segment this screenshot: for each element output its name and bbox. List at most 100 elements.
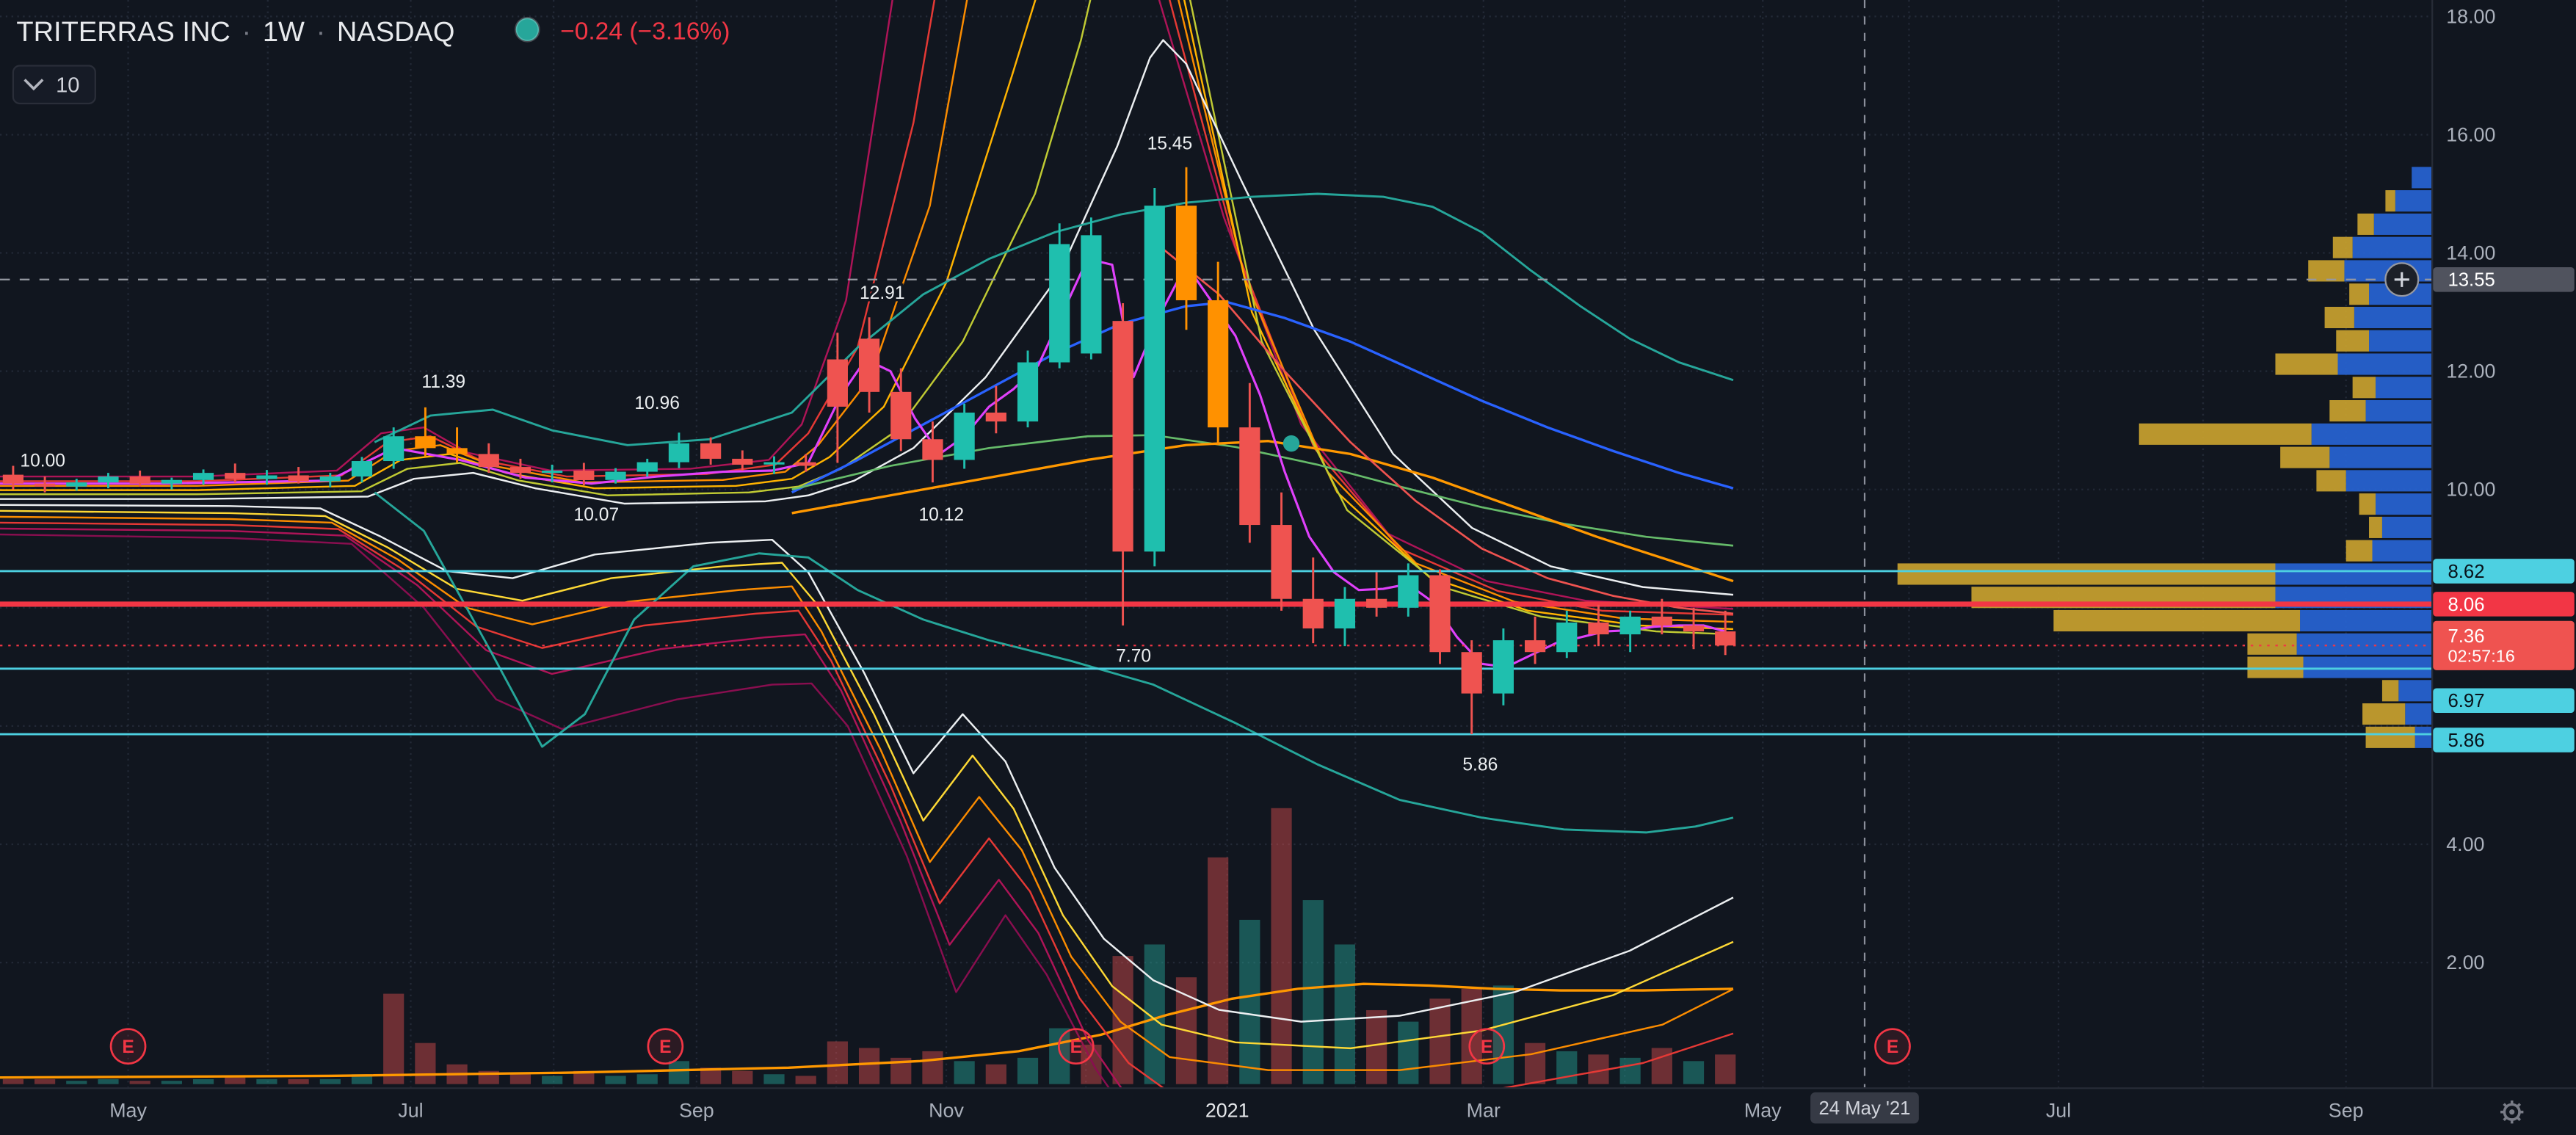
volume-profile-bar-gold xyxy=(2329,400,2366,422)
candle-body xyxy=(2,474,24,484)
volume-profile-bar-blue xyxy=(2405,703,2432,725)
market-status-dot[interactable] xyxy=(515,16,540,43)
crosshair-time-badge: 24 May '21 xyxy=(1810,1092,1919,1124)
volume-bar xyxy=(192,1078,214,1084)
volume-profile-bar-blue xyxy=(2381,516,2432,538)
time-axis[interactable]: May Jul Sep Nov 2021 Mar May Jul Sep 24 May '21 xyxy=(0,1087,2576,1135)
candle-body xyxy=(763,462,785,465)
volume-bar xyxy=(1492,985,1514,1084)
candle-body xyxy=(1556,622,1578,653)
earnings-letter: E xyxy=(1887,1037,1898,1057)
ma-ribbon-line xyxy=(0,515,1734,1071)
candle-body xyxy=(732,458,753,465)
pivot-price-label: 10.07 xyxy=(574,505,620,525)
volume-bar xyxy=(700,1067,722,1084)
earnings-marker[interactable]: E xyxy=(109,1028,147,1065)
volume-profile-bar-blue xyxy=(2352,236,2432,258)
earnings-marker[interactable]: E xyxy=(1874,1028,1911,1065)
gear-hub xyxy=(2509,1109,2515,1115)
volume-profile-bar-blue xyxy=(2354,306,2432,329)
volume-bar xyxy=(1683,1061,1705,1084)
volume-profile-bar-blue xyxy=(2345,470,2432,492)
overlay-ma-line xyxy=(791,440,1734,583)
candle-body xyxy=(954,413,975,460)
price-axis-badge: 5.86 xyxy=(2433,728,2575,753)
candle-body xyxy=(383,436,404,462)
earnings-circle xyxy=(1874,1028,1911,1065)
time-tick-label: Sep xyxy=(679,1099,714,1121)
ma-ribbon-line xyxy=(0,504,1734,1023)
ma-ribbon-indicator xyxy=(0,0,1734,1088)
candle-body xyxy=(1271,525,1292,599)
candle-body xyxy=(34,483,56,487)
candle-body xyxy=(129,476,150,484)
badge-price-label: 13.55 xyxy=(2448,270,2495,291)
volume-profile-bar-gold xyxy=(2357,213,2374,235)
badge-bg xyxy=(2433,592,2575,617)
volume-bar xyxy=(668,1061,690,1084)
candle-body xyxy=(1366,598,1387,608)
candle-body xyxy=(1524,640,1546,653)
earnings-marker[interactable]: E xyxy=(647,1028,684,1065)
pivot-price-label: 7.70 xyxy=(1116,647,1151,667)
candle-body xyxy=(1461,652,1482,694)
volume-bar xyxy=(66,1081,87,1084)
pivot-price-label: 10.00 xyxy=(20,451,65,471)
candle-body xyxy=(1017,362,1039,422)
ma-ribbon-line xyxy=(0,0,1734,636)
volume-bar xyxy=(1524,1042,1546,1084)
volume-ma-line xyxy=(0,982,1733,1079)
volume-bar xyxy=(1049,1028,1070,1084)
volume-bar xyxy=(509,1074,531,1084)
price-tick-label: 14.00 xyxy=(2446,242,2495,264)
volume-profile-bar-gold xyxy=(2349,283,2370,305)
chart-legend-title: TRITERRAS INC · 1W · NASDAQ xyxy=(16,17,454,48)
volume-bar xyxy=(1366,1009,1387,1084)
earnings-marker[interactable]: E xyxy=(1057,1028,1095,1065)
earnings-marker[interactable]: E xyxy=(1468,1028,1506,1065)
volume-bar xyxy=(1556,1051,1578,1084)
volume-profile-bar-gold xyxy=(2385,190,2395,212)
candle-body xyxy=(66,482,87,487)
exchange-name[interactable]: NASDAQ xyxy=(337,17,455,48)
volume-bar xyxy=(1271,808,1292,1084)
volume-profile-bar-blue xyxy=(2329,446,2432,468)
indicators-collapsed-button[interactable]: 10 xyxy=(12,65,96,105)
volume-bar xyxy=(225,1077,246,1084)
settings-gear-icon[interactable] xyxy=(2500,1100,2524,1124)
volume-bar xyxy=(1208,857,1229,1084)
volume-bar xyxy=(922,1051,943,1084)
badge-price-label: 5.86 xyxy=(2448,730,2484,751)
candle-body xyxy=(256,475,277,479)
volume-bar xyxy=(288,1078,309,1084)
pivot-price-label: 10.12 xyxy=(919,505,965,525)
volume-profile-bar-blue xyxy=(2372,540,2432,562)
interval-value[interactable]: 1W xyxy=(263,17,305,48)
symbol-name[interactable]: TRITERRAS INC xyxy=(16,17,231,48)
drawing-dot[interactable] xyxy=(1282,435,1300,452)
volume-bar xyxy=(827,1041,848,1084)
badge-bg xyxy=(2433,267,2575,292)
time-axis-bg[interactable] xyxy=(0,1088,2576,1135)
price-tick-label: 10.00 xyxy=(2446,479,2495,501)
chart-header: TRITERRAS INC · 1W · NASDAQ −0.24 (−3.16%) 1… xyxy=(12,16,730,105)
gear-tooth xyxy=(2503,1103,2508,1108)
price-tick-label: 16.00 xyxy=(2446,123,2495,145)
price-axis-badge: 8.62 xyxy=(2433,559,2575,584)
ma-ribbon-line xyxy=(0,527,1122,1088)
volume-profile-bar-gold xyxy=(2362,703,2406,725)
volume-bar xyxy=(573,1070,595,1084)
candle-body xyxy=(668,443,690,463)
candle-body xyxy=(225,473,246,479)
price-tick-label: 18.00 xyxy=(2446,5,2495,27)
candle-body xyxy=(1588,622,1609,635)
candle-body xyxy=(478,454,499,468)
candle-body xyxy=(542,470,563,474)
badge-bg xyxy=(2433,620,2575,670)
volume-bar xyxy=(858,1048,880,1084)
add-alert-plus-button[interactable] xyxy=(2384,262,2420,297)
ma-ribbon-line xyxy=(0,0,1734,610)
